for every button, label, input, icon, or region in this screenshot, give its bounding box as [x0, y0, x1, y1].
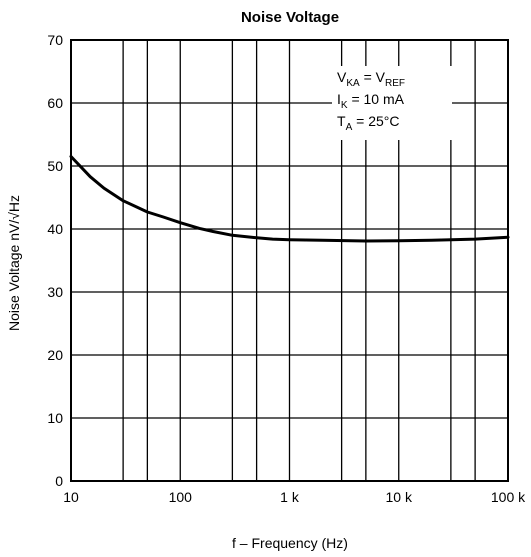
x-tick-label: 1 k [280, 489, 300, 505]
x-tick-label: 100 [169, 489, 193, 505]
y-tick-label: 0 [55, 473, 63, 489]
x-tick-label: 10 k [386, 489, 413, 505]
y-tick-label: 30 [47, 284, 63, 300]
y-tick-label: 60 [47, 95, 63, 111]
annotation-line: TA = 25°C [337, 113, 399, 133]
annotation-line: VKA = VREF [337, 69, 405, 89]
y-axis-label: Noise Voltage nV/√Hz [6, 195, 22, 331]
y-tick-label: 50 [47, 158, 63, 174]
series-line [69, 155, 510, 243]
y-tick-label: 20 [47, 347, 63, 363]
annotation-background [332, 66, 452, 140]
y-tick-label: 10 [47, 410, 63, 426]
x-tick-label: 100 k [491, 489, 526, 505]
x-tick-labels: 10 100 1 k 10 k 100 k [63, 489, 526, 505]
x-axis-label: f – Frequency (Hz) [232, 535, 348, 551]
plot-frame [70, 39, 509, 482]
annotation-line: IK = 10 mA [337, 91, 405, 111]
series-group [69, 155, 510, 243]
grid-lines [71, 40, 508, 481]
y-tick-label: 40 [47, 221, 63, 237]
y-tick-label: 70 [47, 32, 63, 48]
x-tick-label: 10 [63, 489, 79, 505]
y-tick-labels: 0 10 20 30 40 50 60 70 [47, 32, 63, 489]
chart-title: Noise Voltage [241, 9, 339, 26]
